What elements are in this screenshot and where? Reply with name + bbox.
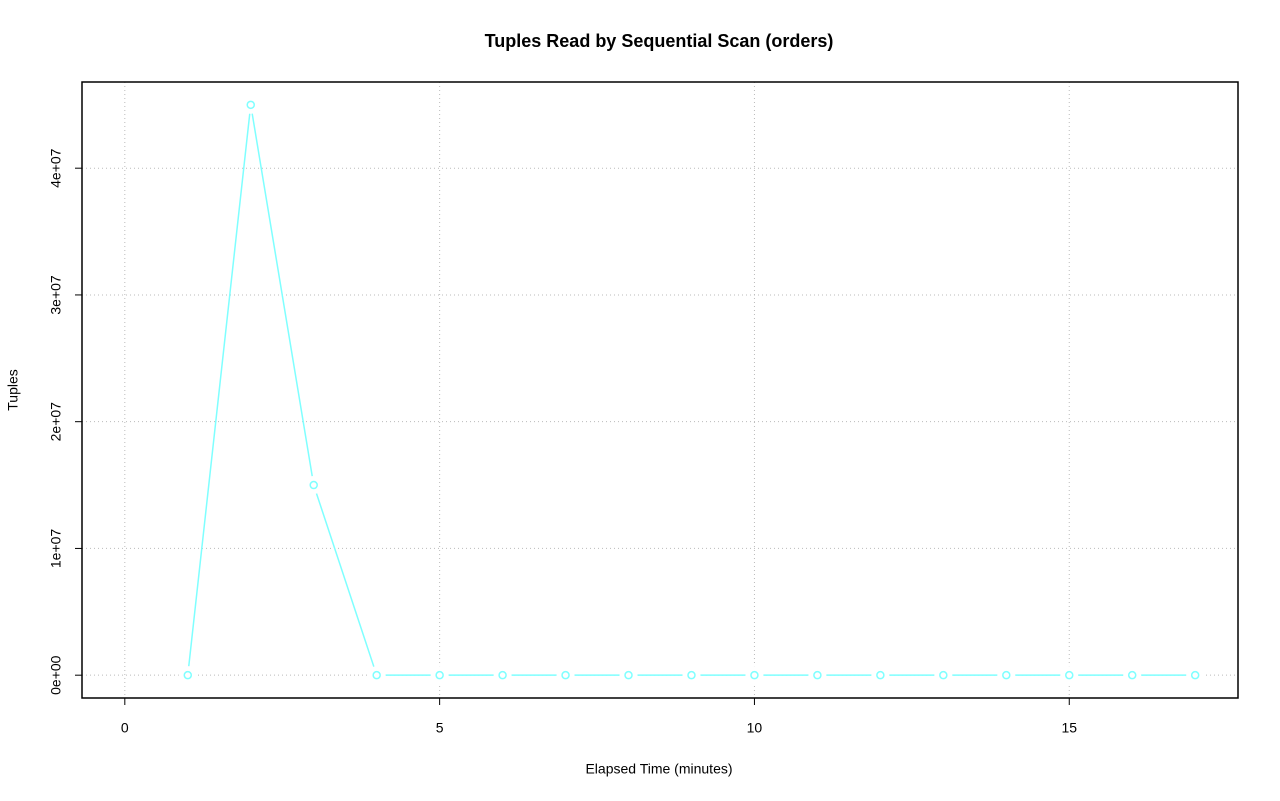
point (372, 670, 381, 680)
point (435, 670, 444, 680)
point-gap (934, 666, 953, 685)
point (309, 480, 318, 490)
x-tick-label: 5 (436, 720, 444, 736)
point (246, 100, 255, 110)
y-tick-label: 0e+00 (48, 655, 64, 695)
point (1127, 670, 1137, 680)
point-gap (871, 666, 890, 685)
point-gap (619, 666, 638, 685)
point (813, 670, 822, 680)
x-axis-label: Elapsed Time (minutes) (585, 761, 732, 777)
point (939, 670, 948, 680)
point-gap (1060, 666, 1079, 685)
point (1190, 670, 1200, 680)
point (876, 670, 885, 680)
point (1002, 670, 1011, 680)
y-axis-label: Tuples (5, 369, 21, 411)
chart-title: Tuples Read by Sequential Scan (orders) (485, 31, 834, 51)
point-gap (304, 476, 323, 495)
y-tick-label: 4e+07 (48, 148, 64, 188)
x-tick-label: 10 (747, 720, 763, 736)
x-tick-label: 0 (121, 720, 129, 736)
point-gap (556, 666, 575, 685)
point-gap (493, 666, 512, 685)
point (750, 670, 759, 680)
point (183, 670, 193, 680)
point (498, 670, 507, 680)
point-gap (241, 95, 260, 114)
point-gap (997, 666, 1016, 685)
plot-frame (81, 81, 1239, 699)
point-gap (367, 666, 386, 685)
point (687, 670, 696, 680)
y-tick-label: 3e+07 (48, 275, 64, 315)
point-gap (1123, 666, 1142, 685)
y-tick-label: 1e+07 (48, 529, 64, 569)
point (561, 670, 570, 680)
point-gap (745, 666, 764, 685)
y-tick-label: 2e+07 (48, 402, 64, 442)
line (187, 104, 1196, 676)
point-gap (1186, 666, 1205, 685)
x-tick-label: 15 (1061, 720, 1077, 736)
point-gap (178, 666, 197, 685)
point (624, 670, 633, 680)
point-gap (682, 666, 701, 685)
point-gap (808, 666, 827, 685)
point (1065, 670, 1074, 680)
point-gap (430, 666, 449, 685)
